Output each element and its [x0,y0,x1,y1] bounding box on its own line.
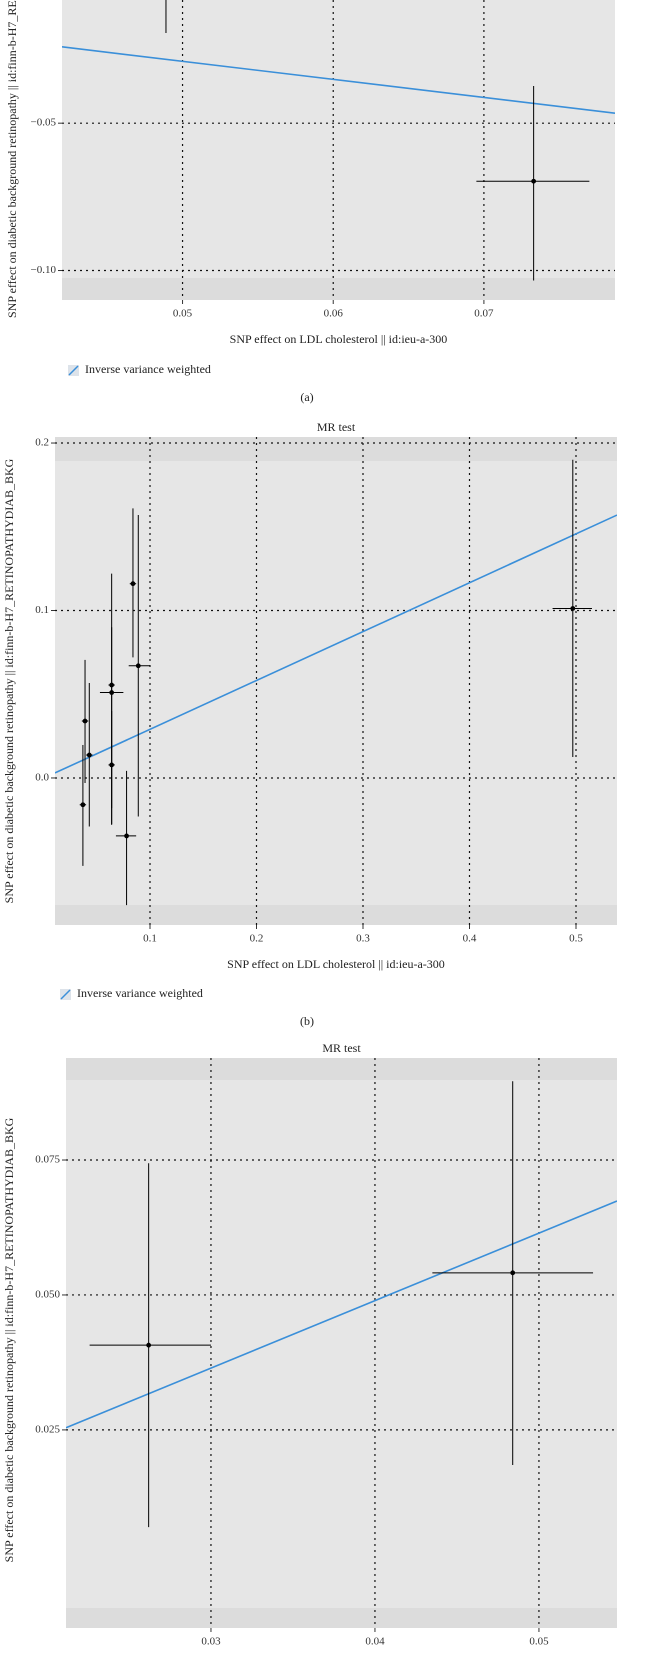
legend-label: Inverse variance weighted [77,986,203,1000]
y-axis-label: SNP effect on diabetic background retino… [2,458,16,903]
y-tick-label: 0.025 [35,1423,60,1435]
plot-area [62,0,615,300]
regression-line [62,46,615,114]
regression-line [55,514,617,774]
x-tick-label: 0.5 [569,933,583,945]
point [109,762,115,768]
y-tick-label: 0.050 [35,1288,60,1300]
point [570,606,576,611]
x-tick-label: 0.06 [324,308,344,320]
x-tick-label: 0.05 [529,1636,549,1648]
point [82,718,88,724]
plot-area [55,437,617,925]
y-tick-label: 0.0 [35,771,49,783]
caption: (b) [300,1014,314,1028]
x-axis-label: SNP effect on LDL cholesterol || id:ieu-… [227,957,445,971]
panel-band [66,1058,617,1080]
point [135,663,141,669]
panel-band [66,1608,617,1628]
legend-key-line [68,365,79,376]
x-tick-label: 0.07 [474,308,494,320]
regression-line [66,1200,617,1429]
legend-label: Inverse variance weighted [85,362,211,376]
chart-title: MR test [322,1041,361,1055]
plot-background [55,437,617,925]
x-tick-label: 0.2 [250,933,264,945]
y-tick-label: 0.2 [35,437,49,449]
chart-title: MR test [317,420,356,434]
y-tick-label: −0.05 [31,117,57,129]
x-tick-label: 0.4 [463,933,477,945]
plot-background [66,1058,617,1628]
x-tick-label: 0.05 [173,308,193,320]
y-tick-label: 0.075 [35,1154,60,1166]
x-tick-label: 0.03 [201,1636,221,1648]
x-tick-label: 0.04 [365,1636,385,1648]
plot-background [62,0,615,300]
panel-band [55,437,617,461]
x-axis-label: SNP effect on LDL cholesterol || id:ieu-… [230,332,448,346]
caption: (a) [300,390,313,404]
legend-key-line [60,989,71,1000]
point [130,581,136,587]
y-tick-label: 0.1 [35,604,49,616]
point [109,690,115,695]
point [80,802,86,808]
point [510,1270,516,1276]
y-axis-label: SNP effect on diabetic background retino… [2,1117,16,1562]
point [146,1342,152,1348]
x-tick-label: 0.1 [143,933,157,945]
point [531,178,537,184]
panel-band [55,905,617,925]
plot-area [66,1058,617,1628]
y-axis-label: SNP effect on diabetic background retino… [5,0,19,318]
y-tick-label: −0.10 [31,264,57,276]
point [124,833,129,839]
panel-band [62,278,615,300]
x-tick-label: 0.3 [356,933,370,945]
point [86,752,92,758]
